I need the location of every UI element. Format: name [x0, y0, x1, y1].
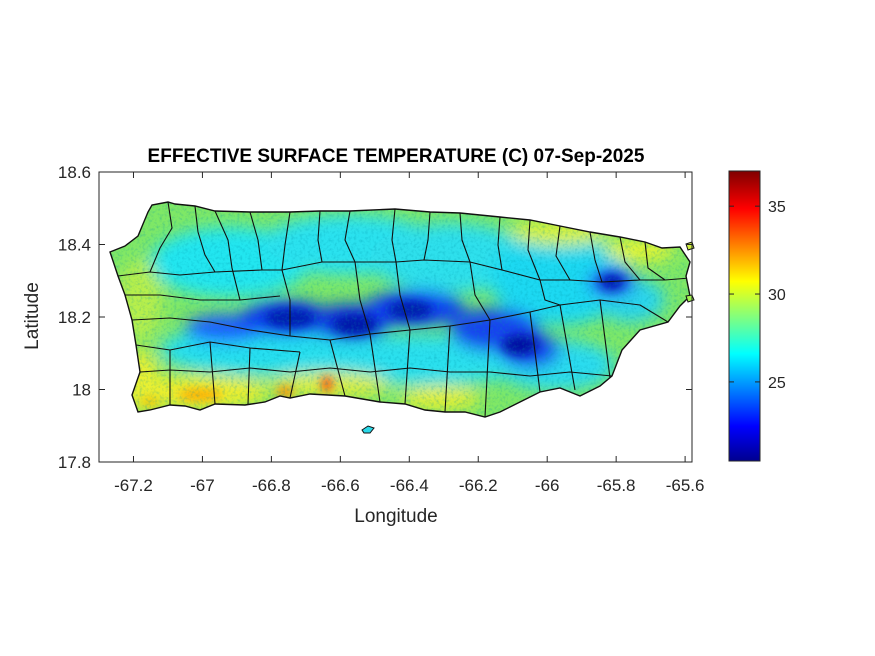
x-axis-ticks: -67.2 -67 -66.8 -66.6 -66.4 -66.2 -66 -65.8 -65.…	[114, 172, 704, 495]
x-tick-label: -67.2	[114, 476, 153, 495]
x-tick-label: -66.8	[252, 476, 291, 495]
temperature-field	[110, 202, 690, 417]
x-tick-label: -67	[190, 476, 215, 495]
offshore-island	[361, 425, 375, 434]
x-tick-label: -66.6	[321, 476, 360, 495]
colorbar-tick-label: 35	[768, 199, 786, 216]
x-tick-label: -66.4	[390, 476, 429, 495]
map-title: EFFECTIVE SURFACE TEMPERATURE (C) 07-Sep…	[148, 146, 645, 167]
x-tick-label: -65.8	[597, 476, 636, 495]
colorbar-tick-label: 30	[768, 287, 786, 304]
y-tick-label: 18.2	[58, 308, 91, 327]
x-axis-label: Longitude	[354, 506, 437, 527]
x-tick-label: -66.2	[459, 476, 498, 495]
colorbar	[728, 170, 761, 462]
y-tick-label: 18.4	[58, 236, 91, 255]
y-tick-label: 18	[72, 381, 91, 400]
y-axis-ticks: 18.6 18.4 18.2 18 17.8	[58, 163, 692, 472]
offshore-island	[685, 241, 695, 251]
x-tick-label: -65.6	[666, 476, 705, 495]
y-tick-label: 18.6	[58, 163, 91, 182]
municipality-boundaries	[117, 202, 690, 417]
colorbar-ticks: 25 30 35	[729, 199, 786, 392]
y-tick-label: 17.8	[58, 453, 91, 472]
colorbar-tick-label: 25	[768, 375, 786, 392]
x-tick-label: -66	[535, 476, 560, 495]
y-axis-label: Latitude	[22, 282, 43, 350]
